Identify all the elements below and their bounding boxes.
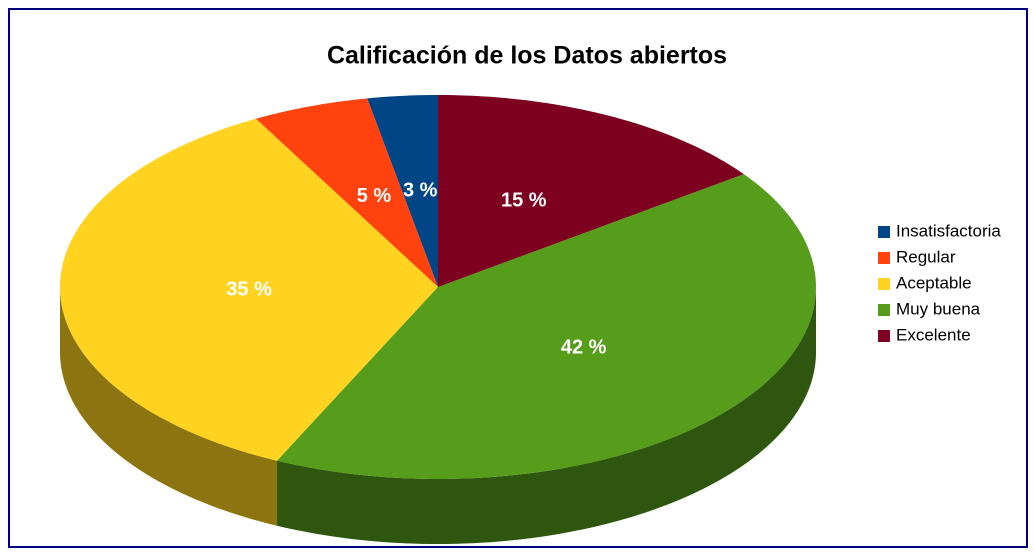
legend-label: Regular bbox=[896, 247, 956, 266]
chart-title: Calificación de los Datos abiertos bbox=[327, 42, 727, 70]
slice bbox=[255, 98, 438, 287]
legend-label: Aceptable bbox=[896, 273, 972, 292]
legend-swatch bbox=[878, 304, 890, 316]
legend-swatch bbox=[878, 330, 890, 342]
slice bbox=[438, 95, 744, 287]
slice bbox=[60, 118, 438, 461]
data-label: 15 % bbox=[501, 190, 547, 212]
data-label: 35 % bbox=[226, 278, 272, 300]
slice-side bbox=[60, 287, 278, 526]
slice bbox=[277, 174, 816, 479]
slice-side-shade bbox=[60, 287, 278, 526]
slice-side bbox=[277, 287, 816, 544]
legend-label: Excelente bbox=[896, 325, 971, 344]
slice-side-shade bbox=[277, 287, 816, 544]
legend-swatch bbox=[878, 252, 890, 264]
data-label: 42 % bbox=[561, 336, 607, 358]
legend-label: Insatisfactoria bbox=[896, 221, 1001, 240]
data-label: 5 % bbox=[357, 185, 392, 207]
slice bbox=[367, 95, 438, 287]
legend-label: Muy buena bbox=[896, 299, 981, 318]
legend-swatch bbox=[878, 226, 890, 238]
data-label: 3 % bbox=[403, 180, 438, 202]
legend-swatch bbox=[878, 278, 890, 290]
